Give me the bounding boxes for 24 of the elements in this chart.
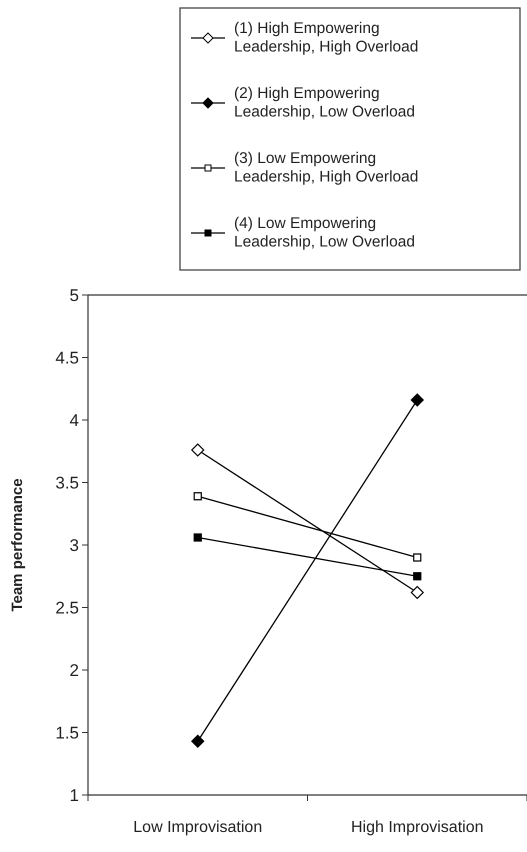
legend-label: (4) Low Empowering Leadership, Low Overload <box>234 215 415 251</box>
y-tick-label: 3.5 <box>55 473 79 492</box>
point <box>410 586 424 600</box>
point <box>413 572 422 580</box>
y-axis-title: Team performance <box>9 478 26 612</box>
point <box>410 393 424 407</box>
y-tick-label: 4 <box>70 410 79 430</box>
y-tick-label: 1 <box>70 786 79 805</box>
y-tick-label: 1.5 <box>55 723 79 742</box>
y-tick-label: 3 <box>70 536 79 555</box>
point <box>194 492 202 500</box>
point <box>191 443 204 457</box>
legend-label: (3) Low Empowering Leadership, High Overload <box>234 150 418 186</box>
point <box>413 553 422 562</box>
x-tick-label: High Improvisation <box>351 819 484 836</box>
x-tick-label: Low Improvisation <box>133 819 262 836</box>
legend-label: (2) High Empowering Leadership, Low Overload <box>234 85 415 121</box>
y-tick-label: 4.5 <box>55 348 79 368</box>
point <box>194 533 202 542</box>
y-tick-label: 2.5 <box>55 598 79 618</box>
y-tick-label: 5 <box>70 286 79 305</box>
y-tick-label: 2 <box>70 660 79 680</box>
legend-label: (1) High Empowering Leadership, High Overload <box>234 20 418 56</box>
point <box>191 734 204 748</box>
